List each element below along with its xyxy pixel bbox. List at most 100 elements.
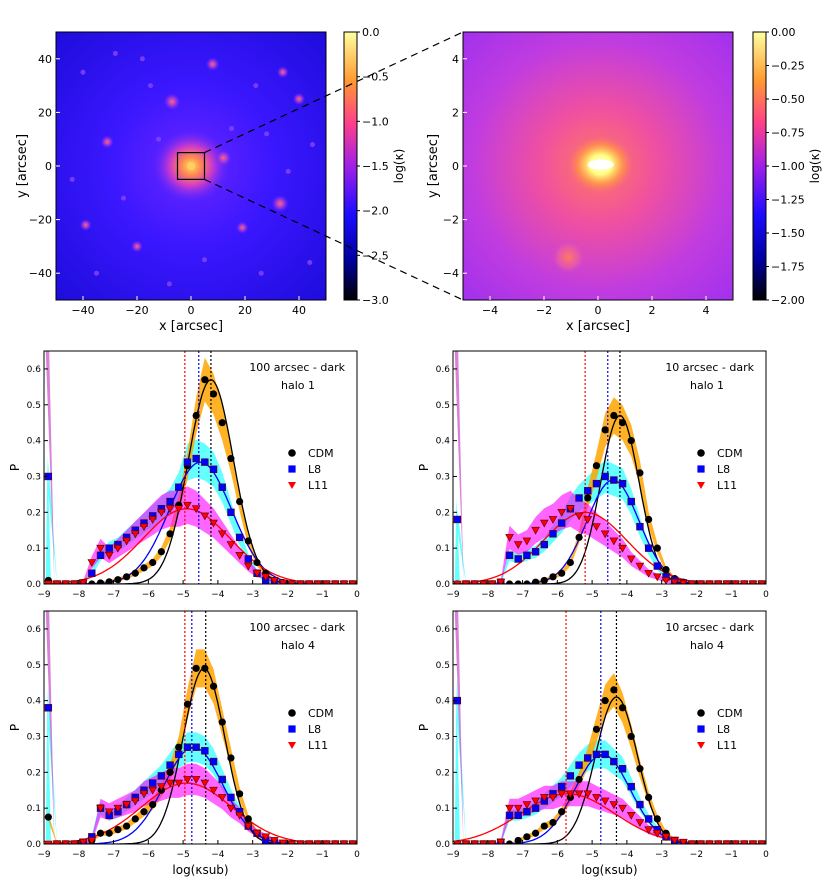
marker-cdm [601,697,609,705]
marker-l11 [505,534,514,542]
marker-l11 [348,840,357,844]
y-tick-label: 0.4 [27,437,42,447]
colorbar-tick-label: 0.0 [362,26,380,39]
x-axis-label: log(κsub) [581,863,637,877]
marker-l11 [661,833,671,842]
colorbar-tick-label: −0.5 [362,71,389,84]
marker-cdm [140,564,148,572]
panel-annotation-halo: halo 4 [690,639,724,652]
band-l8-edge [45,686,51,844]
marker-cdm [236,790,244,798]
marker-l11 [461,840,471,844]
marker-l11 [270,577,279,584]
y-tick-label: 0.5 [27,401,41,411]
marker-l11 [209,786,218,795]
marker-cdm [183,700,192,708]
map-faint-spot [285,168,291,174]
y-tick-label: 0.4 [436,697,451,707]
marker-l11 [78,838,88,844]
marker-cdm [601,426,609,434]
marker-l11 [505,804,514,813]
y-tick-label: 0.1 [27,804,41,814]
x-tick-label: −5 [176,590,189,600]
fit-curve-cdm [453,696,766,844]
map-content [550,136,633,276]
x-tick-label: −3 [246,850,259,860]
marker-l11 [130,797,140,806]
marker-l11 [687,840,697,844]
marker-l8 [201,747,209,755]
marker-cdm [540,576,548,584]
marker-cdm [558,808,566,816]
marker-l11 [70,580,79,584]
y-tick-label: 0.6 [436,625,451,635]
marker-l11 [217,794,227,802]
marker-l11 [52,840,62,844]
map-faint-spot [121,195,126,201]
marker-l11 [531,797,540,806]
hist-panel-3: −9 −8 −7 −6 −5 −4 −3 −2 −1 0 0.0 0.1 0.2 0.3 0.4 0.5 0.6… [8,610,360,877]
marker-l11 [566,790,575,799]
x-tick-label: −9 [446,850,460,860]
legend-marker-l8 [697,725,705,733]
map-subhalo-spot [163,93,181,111]
marker-l11 [618,804,627,813]
marker-l11 [653,573,662,582]
marker-l8 [227,793,235,802]
marker-cdm [618,704,627,712]
marker-l8 [575,494,583,502]
legend-marker-cdm [697,709,705,717]
marker-l11 [635,562,645,571]
legend-marker-l11 [697,742,705,749]
marker-l11 [244,562,253,571]
y-tick-label: 0.3 [436,732,450,742]
marker-l11 [348,580,357,584]
marker-l11 [261,833,271,842]
marker-cdm [44,813,52,821]
colorbar-tick-label: −0.75 [771,127,805,140]
marker-l11 [200,779,210,788]
marker-l8 [523,551,531,560]
x-tick-label: −4 [211,850,225,860]
x-axis-label: x [arcsec] [566,319,630,334]
marker-l11 [539,519,549,528]
marker-l11 [600,530,610,539]
marker-cdm [610,686,618,694]
zoom-box [176,152,206,181]
marker-l8 [523,808,531,816]
marker-l11 [191,776,201,784]
x-tick-label: −7 [107,850,120,860]
marker-cdm [122,822,131,830]
y-axis-label: P [8,724,22,731]
x-tick-label: −3 [655,590,668,600]
colorbar-tick-label: 0.00 [771,26,796,39]
marker-l8 [175,750,183,759]
marker-l11 [653,829,662,838]
colorbar-label: log(κ) [808,149,822,184]
marker-l11 [330,840,340,844]
marker-l11 [679,838,688,844]
marker-l11 [174,505,184,514]
marker-l11 [748,840,758,844]
marker-l8 [636,522,644,531]
colorbar-tick-label: −2.0 [362,205,389,218]
y-tick-label: −40 [29,267,52,280]
x-tick-label: 0 [595,304,602,317]
marker-cdm [175,743,183,751]
marker-l11 [461,580,471,584]
fit-curve-cdm [44,379,357,584]
marker-l11 [513,541,523,549]
map-faint-spot [80,69,86,75]
marker-cdm [201,376,209,384]
marker-l11 [635,819,645,827]
y-tick-label: 0.2 [27,508,41,518]
map-core-peak [587,159,614,170]
marker-cdm [592,462,601,470]
marker-cdm [131,815,139,823]
x-tick-label: −7 [107,590,120,600]
marker-l11 [757,840,766,844]
legend-label: CDM [717,707,743,720]
legend-marker-l8 [288,725,296,733]
marker-cdm [610,411,618,420]
marker-l11 [252,829,262,838]
